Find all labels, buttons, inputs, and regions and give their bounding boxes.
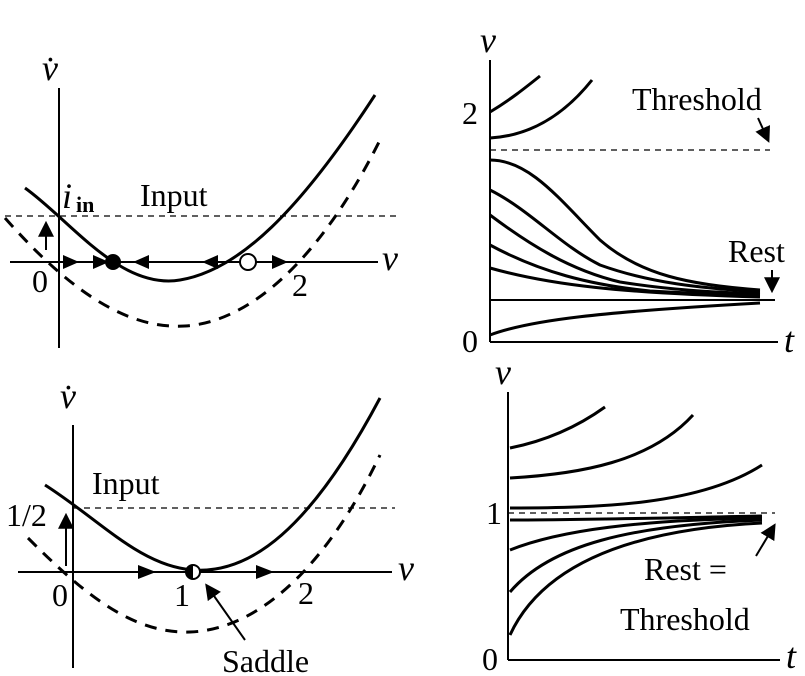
panel-bottom-right: v 1 0 t Rest = Threshold <box>482 352 797 676</box>
panel-bottom-left: v̇ Input 1/2 v 0 1 2 Saddle <box>6 376 414 676</box>
br-traj-converge-3 <box>508 518 763 593</box>
br-traj-converge-4 <box>508 521 763 636</box>
br-traj-diverge-2 <box>509 413 695 480</box>
tr-threshold-pointer <box>755 117 770 143</box>
tl-flow-arrow-right-1 <box>63 255 79 269</box>
br-traj-converge-1 <box>509 514 763 522</box>
br-tick-1: 1 <box>486 495 502 531</box>
br-traj-converge-2 <box>509 516 763 552</box>
br-rest-label-line1: Rest = <box>644 551 727 587</box>
br-x-axis-label: t <box>786 636 797 676</box>
bl-tick-1: 1 <box>174 577 190 613</box>
tl-tick-0: 0 <box>32 263 48 299</box>
tl-x-axis-label: v <box>382 238 398 278</box>
tl-stable-point <box>105 254 121 270</box>
tl-flow-arrow-right-2 <box>93 255 109 269</box>
bl-x-axis-label: v <box>398 548 414 588</box>
tl-y-axis-label: v̇ <box>42 48 58 88</box>
tr-traj-decay-5 <box>489 266 761 299</box>
tl-dashed-parabola <box>3 139 382 328</box>
bl-tick-0: 0 <box>52 577 68 613</box>
tl-solid-parabola <box>24 94 377 283</box>
bl-saddle-pointer <box>205 583 246 641</box>
tl-tick-2: 2 <box>292 267 308 303</box>
tl-iin-label: i <box>62 176 72 216</box>
bl-flow-arrow-right-1 <box>138 565 156 579</box>
br-rest-label-line2: Threshold <box>620 601 750 637</box>
tr-traj-decay-3 <box>489 213 761 296</box>
bl-flow-arrow-right-2 <box>256 565 274 579</box>
tl-unstable-point <box>239 253 257 271</box>
bl-dashed-parabola <box>26 454 382 634</box>
br-traj-diverge-3 <box>509 463 763 510</box>
tl-flow-arrow-right-3 <box>272 255 288 269</box>
bl-input-label: Input <box>92 465 160 501</box>
bl-tick-half: 1/2 <box>6 497 47 533</box>
tr-threshold-label: Threshold <box>632 81 762 117</box>
tr-traj-decay-2 <box>489 188 761 294</box>
tl-input-label: Input <box>140 177 208 213</box>
bl-y-axis-label: v̇ <box>60 376 76 416</box>
tr-tick-0: 0 <box>462 323 478 359</box>
br-rest-pointer <box>755 523 776 557</box>
tr-traj-decay-1 <box>489 158 761 292</box>
tl-iin-subscript: in <box>76 192 94 217</box>
tr-x-axis-label: t <box>784 320 795 360</box>
bl-saddle-fill <box>186 565 193 579</box>
tr-traj-diverge-2 <box>489 79 594 140</box>
panel-top-right: v 2 0 t Threshold Rest <box>462 20 795 360</box>
br-traj-diverge-1 <box>509 405 606 450</box>
br-tick-0: 0 <box>482 641 498 676</box>
tr-traj-rise <box>489 301 761 337</box>
br-y-axis-label: v <box>495 352 511 392</box>
tr-rest-label: Rest <box>728 233 785 269</box>
tr-y-axis-label: v <box>480 20 496 60</box>
tr-traj-diverge-1 <box>489 74 541 114</box>
bl-tick-2: 2 <box>298 575 314 611</box>
tl-flow-arrow-left-2 <box>202 255 218 269</box>
bl-saddle-label: Saddle <box>222 643 309 676</box>
tl-flow-arrow-left-1 <box>133 255 149 269</box>
panel-top-left: v̇ i in Input v 0 2 <box>3 48 400 348</box>
tr-tick-2: 2 <box>462 95 478 131</box>
